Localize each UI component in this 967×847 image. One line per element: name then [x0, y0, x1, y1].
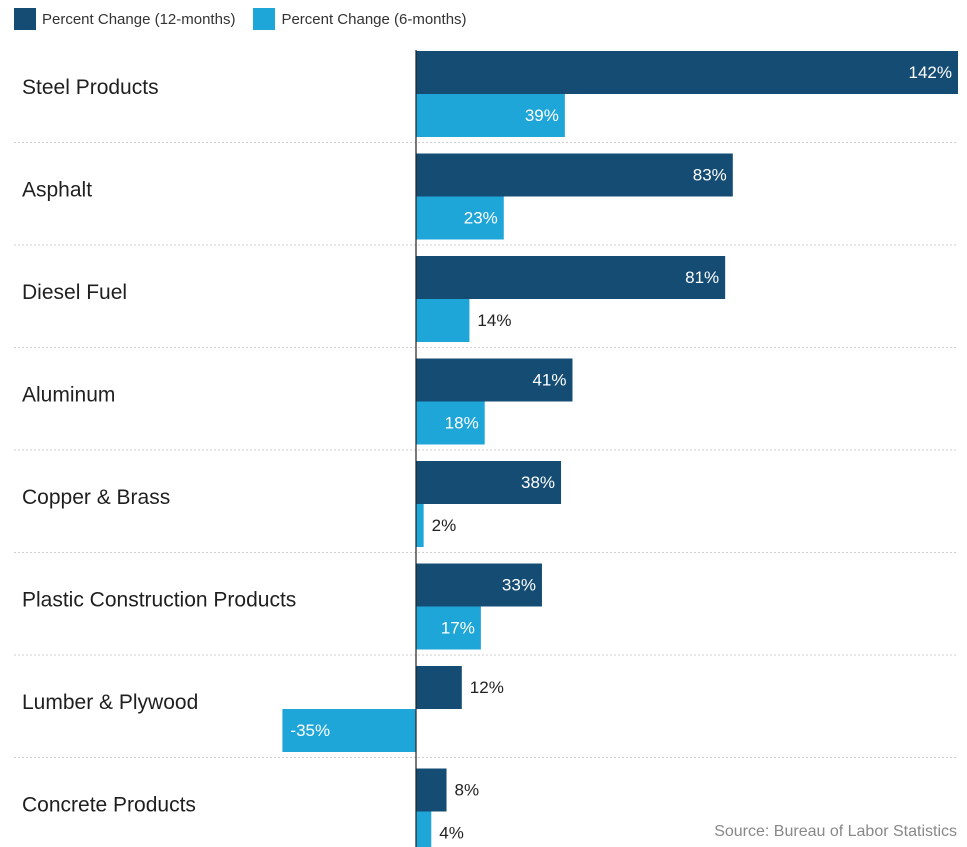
bar-12-months: [416, 51, 958, 94]
category-label: Aluminum: [22, 383, 115, 406]
value-label-12-months: 41%: [532, 370, 566, 389]
bar-6-months: [416, 504, 424, 547]
bar-12-months: [416, 358, 573, 402]
value-label-12-months: 12%: [470, 678, 504, 697]
value-label-12-months: 81%: [685, 268, 719, 287]
bar-12-months: [416, 461, 562, 504]
category-label: Concrete Products: [22, 793, 196, 816]
value-label-6-months: 17%: [441, 618, 475, 637]
bar-6-months: [416, 94, 565, 137]
bar-12-months: [416, 153, 733, 197]
value-label-6-months: 4%: [439, 823, 464, 842]
category-label: Diesel Fuel: [22, 281, 127, 304]
bar-6-months: [416, 299, 470, 342]
bar-12-months: [416, 563, 542, 607]
category-label: Asphalt: [22, 178, 92, 201]
source-note: Source: Bureau of Labor Statistics: [714, 823, 957, 840]
bar-6-months: [282, 709, 416, 752]
bar-6-months: [416, 401, 485, 445]
legend-label-6-months: Percent Change (6-months): [281, 10, 467, 28]
legend-item-6-months: Percent Change (6-months): [253, 8, 467, 30]
value-label-6-months: 2%: [432, 516, 457, 535]
category-label: Lumber & Plywood: [22, 691, 198, 714]
bar-12-months: [416, 666, 462, 709]
legend-swatch-12-months: [14, 8, 36, 30]
category-label: Steel Products: [22, 76, 159, 99]
value-label-6-months: 39%: [525, 106, 559, 125]
legend-swatch-6-months: [253, 8, 276, 30]
legend: Percent Change (12-months) Percent Chang…: [14, 8, 467, 30]
value-label-12-months: 83%: [693, 165, 727, 184]
value-label-6-months: 23%: [464, 208, 498, 227]
category-label: Plastic Construction Products: [22, 588, 296, 611]
bar-12-months: [416, 768, 447, 812]
bar-6-months: [416, 606, 481, 650]
bar-6-months: [416, 811, 432, 847]
value-label-6-months: 14%: [477, 311, 511, 330]
bar-12-months: [416, 256, 726, 299]
legend-item-12-months: Percent Change (12-months): [14, 8, 235, 30]
bar-6-months: [416, 196, 504, 240]
value-label-12-months: 8%: [455, 780, 480, 799]
value-label-12-months: 33%: [502, 575, 536, 594]
value-label-12-months: 38%: [521, 473, 555, 492]
category-label: Copper & Brass: [22, 486, 170, 509]
legend-label-12-months: Percent Change (12-months): [42, 10, 236, 28]
value-label-6-months: 18%: [445, 413, 479, 432]
value-label-12-months: 142%: [909, 63, 952, 82]
value-label-6-months: -35%: [290, 721, 330, 740]
